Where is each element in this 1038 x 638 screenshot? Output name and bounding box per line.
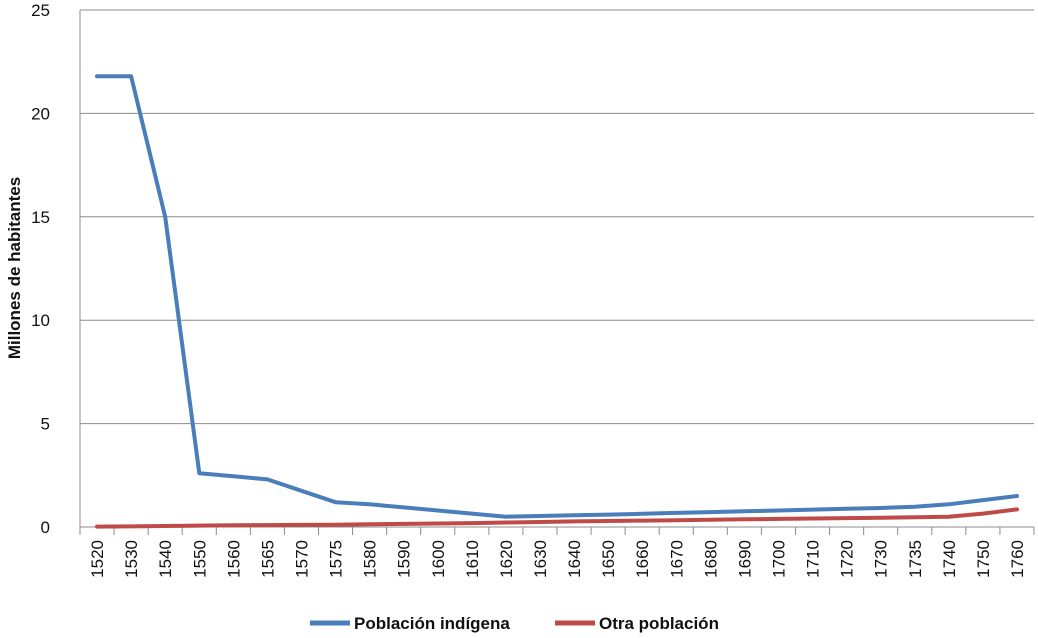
x-tick-label: 1580: [361, 540, 380, 578]
x-tick-label: 1680: [701, 540, 720, 578]
y-tick-label: 15: [31, 208, 50, 227]
x-tick-label: 1700: [769, 540, 788, 578]
y-tick-label: 20: [31, 104, 50, 123]
x-tick-label: 1650: [599, 540, 618, 578]
series-line-1: [95, 507, 1019, 529]
x-tick-label: 1740: [940, 540, 959, 578]
x-tick-label: 1670: [667, 540, 686, 578]
x-tick-label: 1530: [122, 540, 141, 578]
x-tick-label: 1565: [258, 540, 277, 578]
x-tick-label: 1620: [497, 540, 516, 578]
x-tick-label: 1660: [633, 540, 652, 578]
x-tick-label: 1730: [872, 540, 891, 578]
series-line-0: [95, 74, 1019, 519]
x-tick-label: 1720: [838, 540, 857, 578]
x-axis-ticks: 1520 1530 1540 1550 1560 1565 1570 1575 1580 1590…: [79, 527, 1035, 578]
x-tick-label: 1590: [395, 540, 414, 578]
x-tick-label: 1600: [429, 540, 448, 578]
x-tick-label: 1750: [974, 540, 993, 578]
gridlines: [80, 9, 1034, 425]
x-tick-label: 1760: [1008, 540, 1027, 578]
x-tick-label: 1630: [531, 540, 550, 578]
x-tick-label: 1560: [224, 540, 243, 578]
x-tick-label: 1735: [906, 540, 925, 578]
legend-label-0: Población indígena: [354, 614, 510, 633]
series-lines: [95, 74, 1019, 529]
x-tick-label: 1520: [88, 540, 107, 578]
x-tick-label: 1540: [156, 540, 175, 578]
x-tick-label: 1570: [292, 540, 311, 578]
y-tick-label: 10: [31, 311, 50, 330]
axes: [79, 10, 1034, 528]
x-tick-label: 1690: [735, 540, 754, 578]
x-tick-label: 1550: [190, 540, 209, 578]
x-tick-label: 1575: [327, 540, 346, 578]
y-tick-label: 0: [41, 518, 50, 537]
x-tick-label: 1610: [463, 540, 482, 578]
legend: Población indígena Otra población: [310, 614, 719, 633]
x-tick-label: 1710: [804, 540, 823, 578]
x-tick-label: 1640: [565, 540, 584, 578]
y-axis-label: Millones de habitantes: [5, 177, 24, 359]
y-tick-label: 5: [41, 415, 50, 434]
y-axis-ticks: 0 5 10 15 20 25: [31, 1, 50, 537]
y-tick-label: 25: [31, 1, 50, 20]
legend-label-1: Otra población: [599, 614, 719, 633]
